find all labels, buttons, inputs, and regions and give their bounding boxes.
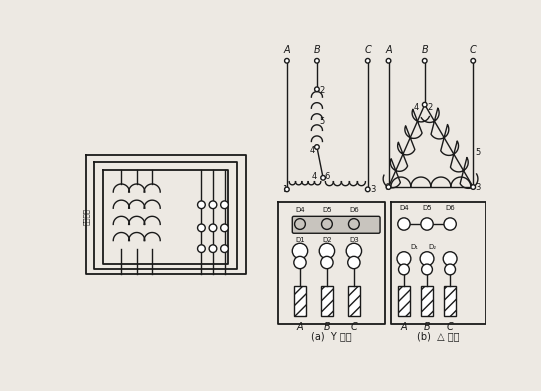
- FancyBboxPatch shape: [292, 216, 380, 233]
- Circle shape: [285, 59, 289, 63]
- Text: 5: 5: [319, 117, 325, 126]
- Circle shape: [421, 264, 432, 275]
- Circle shape: [315, 87, 319, 91]
- Bar: [398, 285, 410, 316]
- Text: B: B: [314, 45, 320, 56]
- Text: A: A: [401, 322, 407, 332]
- Text: A: A: [296, 322, 304, 332]
- Text: D3: D3: [349, 237, 359, 243]
- Circle shape: [444, 218, 456, 230]
- Text: 定子绕组: 定子绕组: [83, 208, 89, 225]
- Circle shape: [197, 201, 205, 209]
- Circle shape: [321, 219, 332, 230]
- Text: 4: 4: [312, 172, 317, 181]
- Text: A: A: [283, 45, 290, 56]
- Text: D5: D5: [322, 207, 332, 213]
- Text: B: B: [324, 322, 331, 332]
- Circle shape: [386, 59, 391, 63]
- Circle shape: [346, 243, 361, 259]
- Text: 2: 2: [319, 86, 325, 95]
- Text: C: C: [351, 322, 357, 332]
- Circle shape: [294, 256, 306, 269]
- Circle shape: [445, 264, 456, 275]
- Circle shape: [292, 243, 308, 259]
- Text: B: B: [424, 322, 431, 332]
- Circle shape: [348, 256, 360, 269]
- Circle shape: [221, 201, 228, 209]
- Circle shape: [365, 59, 370, 63]
- Circle shape: [197, 245, 205, 253]
- Bar: [444, 285, 456, 316]
- Circle shape: [221, 224, 228, 232]
- Bar: [294, 285, 306, 316]
- Text: D₁: D₁: [410, 244, 418, 250]
- Circle shape: [399, 264, 410, 275]
- Text: 3: 3: [370, 185, 375, 194]
- Text: 4: 4: [413, 103, 418, 112]
- Text: 6: 6: [384, 183, 390, 192]
- Text: D1: D1: [295, 237, 305, 243]
- Text: 1: 1: [282, 185, 287, 194]
- Circle shape: [209, 201, 217, 209]
- Circle shape: [315, 145, 319, 149]
- Circle shape: [348, 219, 359, 230]
- Text: C: C: [364, 45, 371, 56]
- Circle shape: [209, 224, 217, 232]
- Circle shape: [221, 245, 228, 253]
- Circle shape: [321, 176, 325, 180]
- Text: D4: D4: [295, 207, 305, 213]
- Circle shape: [471, 185, 476, 189]
- Text: 6: 6: [325, 172, 330, 181]
- Text: D6: D6: [349, 207, 359, 213]
- Circle shape: [365, 187, 370, 192]
- Text: D₂: D₂: [428, 244, 437, 250]
- Circle shape: [321, 256, 333, 269]
- Circle shape: [423, 102, 427, 107]
- Circle shape: [319, 243, 335, 259]
- Bar: [348, 285, 360, 316]
- Circle shape: [397, 252, 411, 265]
- Text: B: B: [421, 45, 428, 56]
- Circle shape: [398, 218, 410, 230]
- Text: 3: 3: [476, 183, 481, 192]
- Text: C: C: [447, 322, 453, 332]
- Text: 2: 2: [427, 103, 432, 112]
- Circle shape: [197, 224, 205, 232]
- Bar: [421, 285, 433, 316]
- Text: (b)  △ 接法: (b) △ 接法: [417, 332, 459, 341]
- Text: D6: D6: [445, 205, 455, 211]
- Text: C: C: [470, 45, 477, 56]
- Text: 5: 5: [476, 148, 481, 157]
- Circle shape: [315, 59, 319, 63]
- Circle shape: [295, 219, 305, 230]
- Bar: [321, 285, 333, 316]
- Circle shape: [421, 218, 433, 230]
- Circle shape: [471, 59, 476, 63]
- Text: 4: 4: [309, 146, 314, 155]
- Text: D5: D5: [422, 205, 432, 211]
- Circle shape: [423, 59, 427, 63]
- Circle shape: [209, 245, 217, 253]
- Text: A: A: [385, 45, 392, 56]
- Text: D2: D2: [322, 237, 332, 243]
- Circle shape: [420, 252, 434, 265]
- Circle shape: [386, 185, 391, 189]
- Text: (a)  Y 接法: (a) Y 接法: [311, 332, 352, 341]
- Circle shape: [285, 187, 289, 192]
- Circle shape: [443, 252, 457, 265]
- Text: D4: D4: [399, 205, 409, 211]
